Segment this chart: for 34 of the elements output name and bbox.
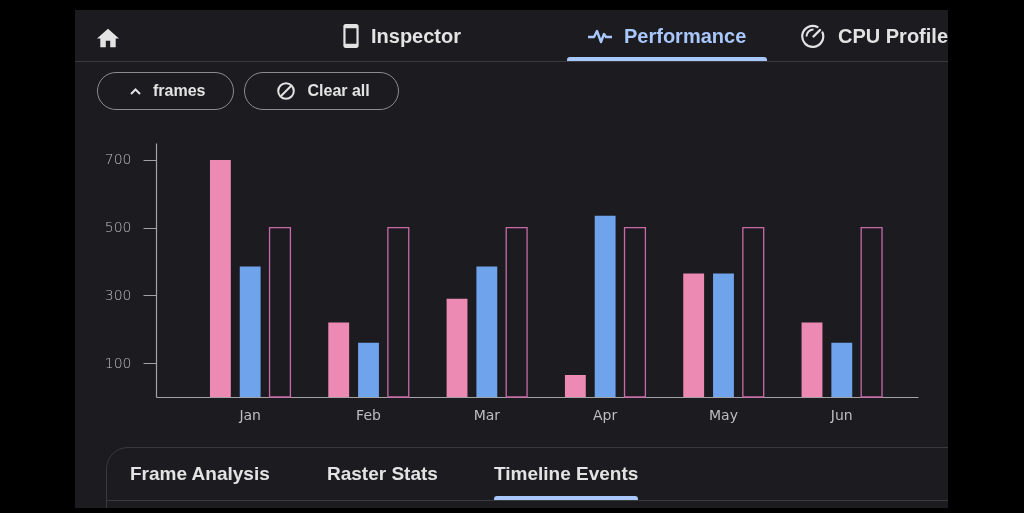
x-tick-label: Mar: [473, 406, 501, 423]
bar: [801, 322, 823, 397]
y-tick-label: 100: [104, 354, 132, 371]
text: Frame Analysis: [130, 463, 270, 485]
bar: [713, 273, 734, 397]
y-tick-label: 500: [104, 219, 132, 236]
x-tick-label: Feb: [356, 406, 382, 423]
bar: [268, 227, 292, 398]
bar: [505, 227, 528, 398]
bar: [594, 215, 616, 397]
bar: [358, 342, 379, 397]
bar: [831, 342, 853, 397]
bar: [564, 374, 586, 397]
bar: [742, 227, 765, 398]
text: Performance: [624, 24, 747, 48]
bar: [476, 266, 498, 397]
x-tick-label: Apr: [593, 406, 618, 423]
text: Raster Stats: [327, 463, 438, 485]
bar: [328, 322, 350, 397]
y-tick-label: 700: [104, 151, 132, 168]
text: CPU Profile: [838, 24, 949, 48]
y-tick-label: 300: [104, 286, 132, 303]
text: Inspector: [371, 24, 462, 48]
bar: [860, 227, 883, 398]
bar: [446, 298, 468, 397]
bar: [209, 159, 231, 397]
x-tick-label: Jun: [829, 406, 853, 423]
text: Timeline Events: [494, 463, 639, 485]
x-tick-label: May: [709, 406, 738, 423]
bar: [623, 227, 647, 398]
bar: [239, 266, 261, 397]
bar: [683, 273, 705, 397]
bar: [387, 227, 410, 398]
x-tick-label: Jan: [238, 406, 261, 423]
